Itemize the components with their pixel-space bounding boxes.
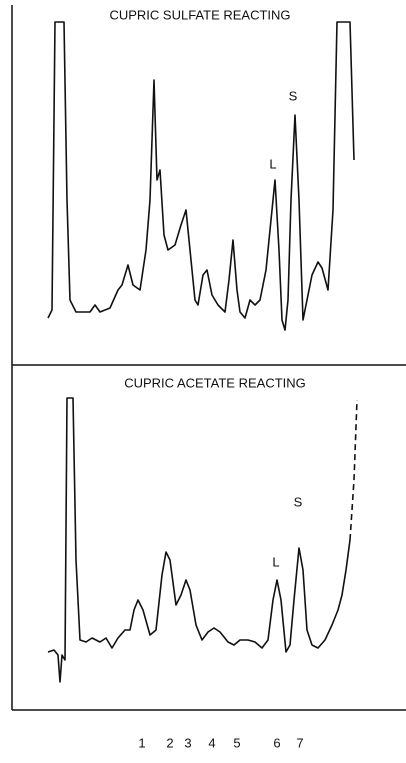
x-label: 7 xyxy=(296,735,303,750)
x-label: 1 xyxy=(138,735,145,750)
panel-title: CUPRIC ACETATE REACTING xyxy=(124,375,306,390)
trace xyxy=(47,21,355,331)
trace-dashed xyxy=(349,399,358,541)
trace xyxy=(47,397,351,683)
x-label: 2 xyxy=(166,735,173,750)
x-label: 5 xyxy=(233,735,240,750)
peak-label: L xyxy=(269,156,276,171)
x-label: 3 xyxy=(184,735,191,750)
x-label: 4 xyxy=(208,735,215,750)
peak-label: L xyxy=(272,554,279,569)
panel-title: CUPRIC SULFATE REACTING xyxy=(109,7,290,22)
x-label: 6 xyxy=(273,735,280,750)
peak-label: S xyxy=(294,494,303,509)
peak-label: S xyxy=(289,88,298,103)
